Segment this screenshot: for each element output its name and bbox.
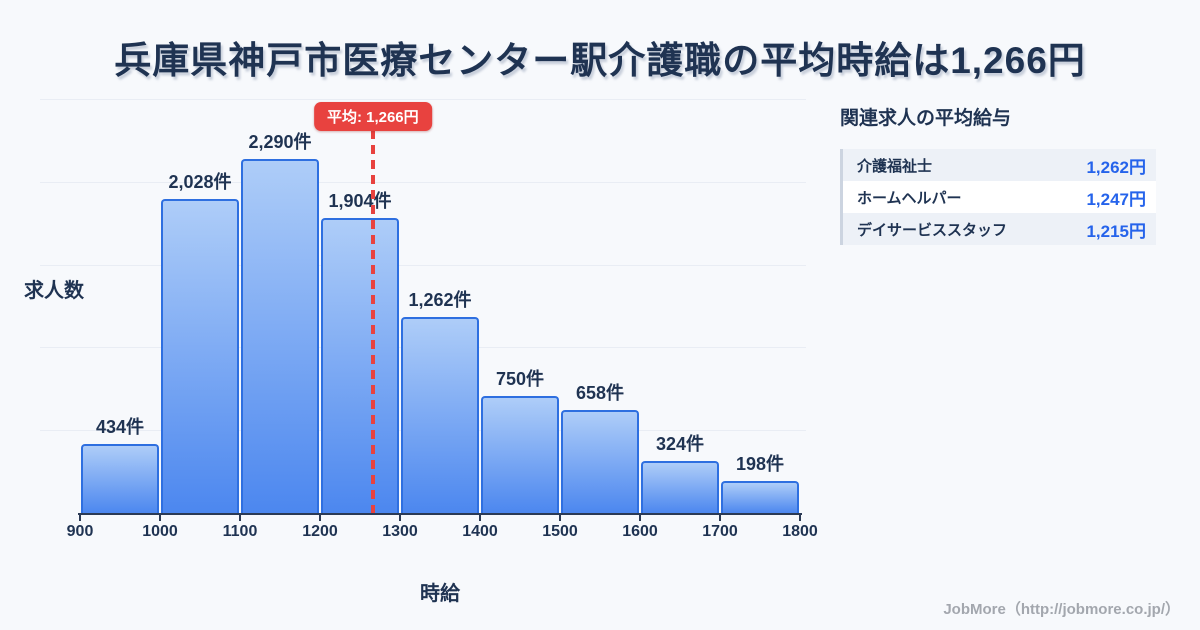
- bar-group: 750件: [480, 99, 560, 513]
- bar-group: 1,262件: [400, 99, 480, 513]
- x-axis-tick: [239, 513, 241, 521]
- bar: [481, 395, 559, 513]
- related-job-wage: 1,215円: [1086, 221, 1146, 241]
- bar: [401, 317, 479, 513]
- histogram-plot: 434件 2,028件 2,290件 1,904件 1,262件 750件 658件 324件…: [40, 99, 818, 540]
- bar-value-label: 1,262件: [408, 290, 472, 311]
- gridline: [40, 181, 806, 183]
- x-tick-label: 1300: [382, 523, 418, 540]
- bar-group: 1,904件: [320, 99, 400, 513]
- bar-value-label: 2,028件: [168, 172, 232, 193]
- related-job-row: 介護福祉士 1,262円: [843, 149, 1156, 181]
- x-axis-tick: [159, 513, 161, 521]
- average-dashed-line: [370, 130, 375, 513]
- bar-group: 658件: [560, 99, 640, 513]
- x-axis-tick: [559, 513, 561, 521]
- x-axis-tick: [319, 513, 321, 521]
- x-tick-label: 1200: [302, 523, 338, 540]
- x-axis-tick: [639, 513, 641, 521]
- y-axis-label: 求人数: [24, 280, 84, 302]
- bar-group: 198件: [720, 99, 800, 513]
- related-jobs-heading: 関連求人の平均給与: [840, 108, 1012, 129]
- bar: [241, 159, 319, 513]
- related-job-wage: 1,247円: [1086, 189, 1146, 209]
- bar: [81, 444, 159, 513]
- x-axis-label: 時給: [420, 583, 460, 605]
- x-tick-label: 1700: [702, 523, 738, 540]
- x-tick-label: 1500: [542, 523, 578, 540]
- related-job-wage: 1,262円: [1086, 157, 1146, 177]
- bar: [321, 218, 399, 513]
- x-axis-line: [78, 513, 802, 515]
- bar: [161, 199, 239, 513]
- bar-group: 434件: [80, 99, 160, 513]
- x-tick-label: 1100: [222, 523, 258, 540]
- bar-value-label: 750件: [495, 368, 545, 389]
- bar-value-label: 434件: [95, 417, 145, 438]
- average-badge: 平均: 1,266円: [313, 102, 432, 131]
- x-tick-label: 900: [66, 523, 94, 540]
- x-tick-label: 1000: [142, 523, 178, 540]
- related-job-row: ホームヘルパー 1,247円: [843, 181, 1156, 213]
- bar-group: 2,028件: [160, 99, 240, 513]
- x-axis-tick: [399, 513, 401, 521]
- bar-value-label: 324件: [655, 434, 705, 455]
- gridline: [40, 264, 806, 266]
- related-jobs-panel: 関連求人の平均給与 介護福祉士 1,262円ホームヘルパー 1,247円デイサービス…: [840, 103, 1156, 245]
- bar-group: 324件: [640, 99, 720, 513]
- bar-value-label: 1,904件: [328, 191, 392, 212]
- x-tick-label: 1400: [462, 523, 498, 540]
- x-axis-tick: [79, 513, 81, 521]
- related-job-name: デイサービススタッフ: [857, 221, 1008, 239]
- gridline: [40, 99, 806, 100]
- bar-group: 2,290件: [240, 99, 320, 513]
- related-job-name: 介護福祉士: [857, 157, 933, 175]
- page-title: 兵庫県神戸市医療センター駅介護職の平均時給は1,266円: [114, 40, 1086, 81]
- x-axis-tick: [799, 513, 801, 521]
- bar-value-label: 198件: [735, 453, 785, 474]
- related-job-row: デイサービススタッフ 1,215円: [843, 213, 1156, 245]
- x-tick-label: 1600: [622, 523, 658, 540]
- bar-value-label: 2,290件: [248, 132, 312, 152]
- x-axis-tick: [479, 513, 481, 521]
- x-axis-tick: [719, 513, 721, 521]
- bar: [561, 409, 639, 513]
- bar-value-label: 658件: [575, 382, 625, 403]
- source-credit: JobMore（http://jobmore.co.jp/）: [943, 601, 1180, 618]
- bar: [641, 461, 719, 513]
- x-tick-label: 1800: [782, 523, 818, 540]
- related-job-name: ホームヘルパー: [857, 189, 962, 207]
- bar: [721, 480, 799, 513]
- related-jobs-list: 介護福祉士 1,262円ホームヘルパー 1,247円デイサービススタッフ 1,215円: [840, 149, 1156, 245]
